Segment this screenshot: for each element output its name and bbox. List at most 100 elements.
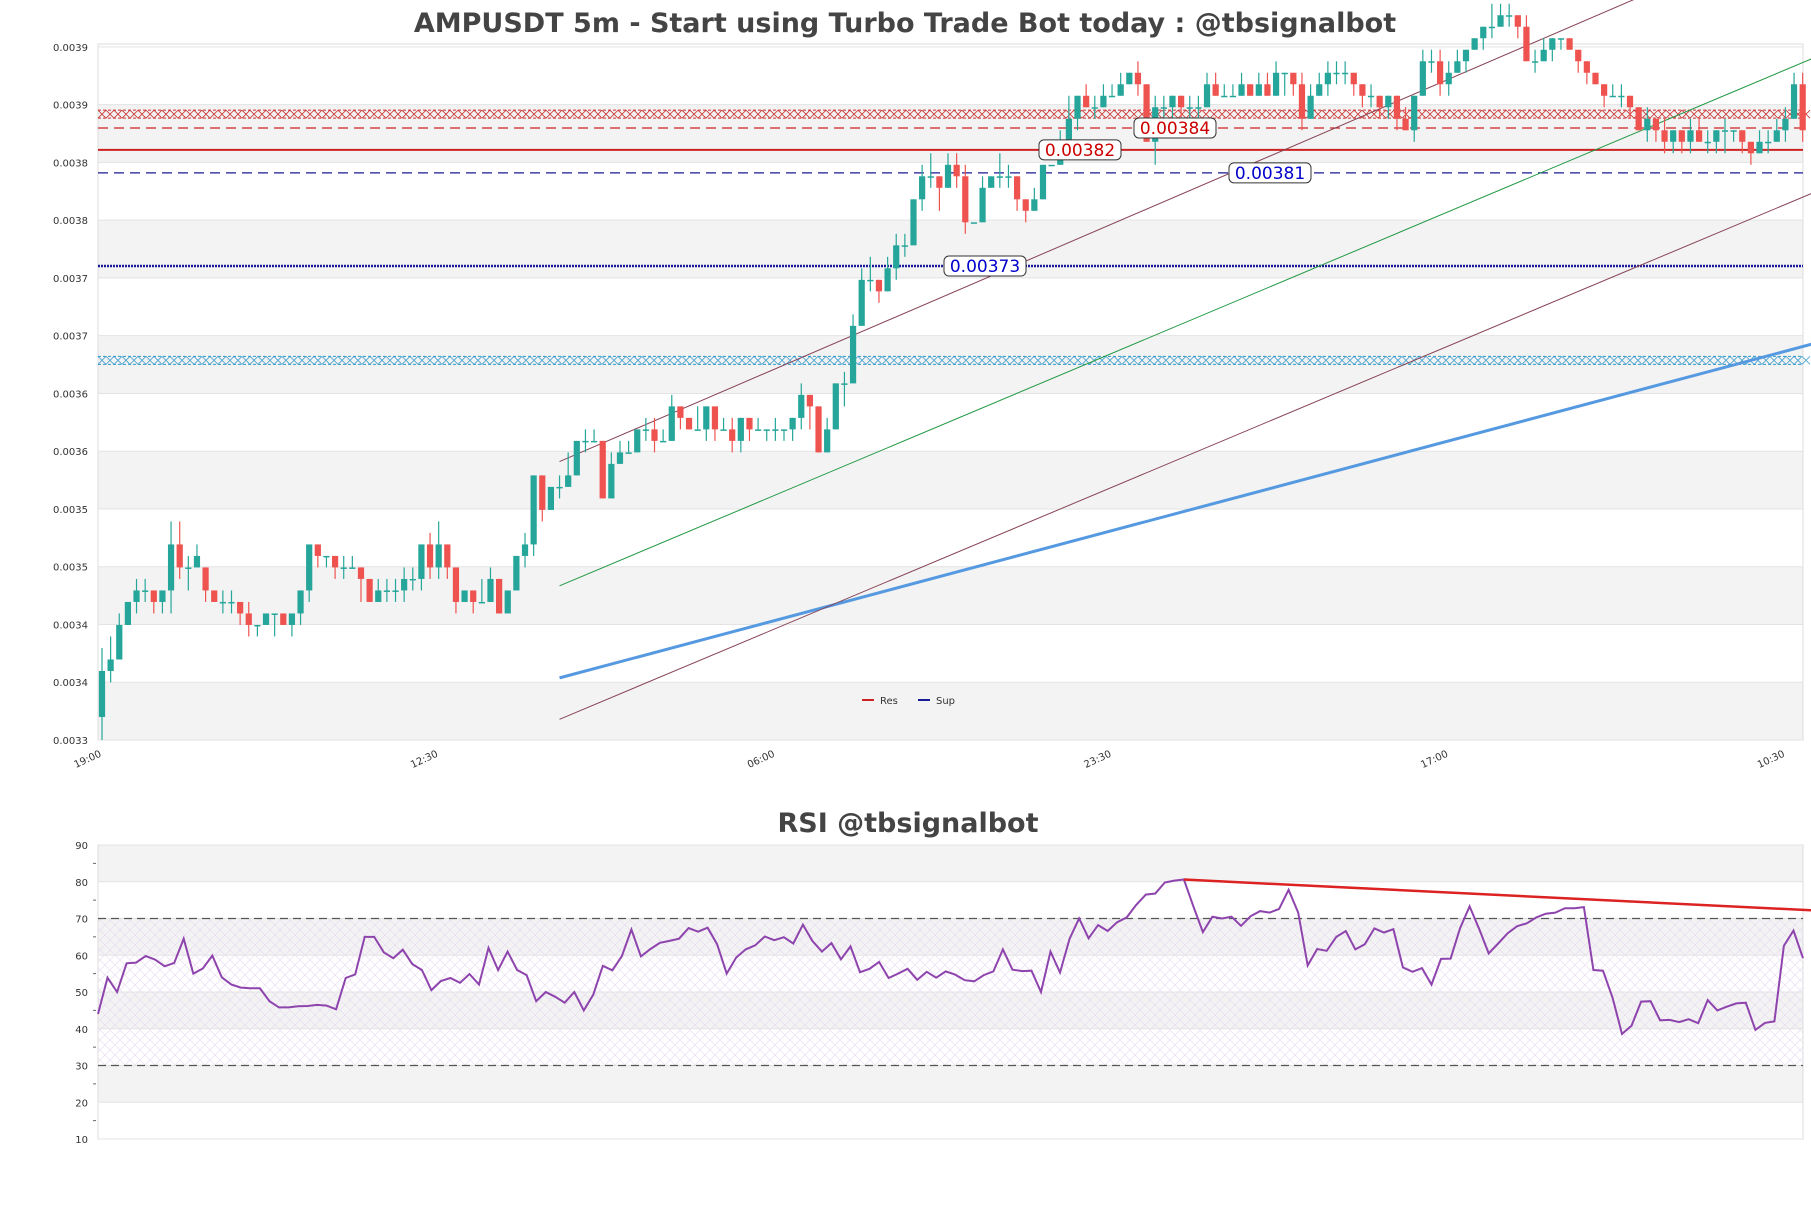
zone-hatch <box>1721 109 1731 119</box>
candle-body <box>668 406 675 441</box>
candle-body <box>685 417 693 430</box>
candle-body <box>1238 84 1245 96</box>
candle-body <box>219 601 226 604</box>
price-y-tick-label: 0.0036 <box>53 447 88 458</box>
candle-body <box>426 544 434 568</box>
zone-hatch <box>369 356 379 365</box>
candle-body <box>824 429 831 453</box>
zone-hatch <box>1129 109 1139 119</box>
zone-hatch <box>609 109 619 119</box>
rsi-y-tick-label: 10 <box>75 1135 88 1146</box>
zone-hatch <box>361 356 371 365</box>
zone-hatch <box>537 356 547 365</box>
zone-hatch <box>217 109 227 119</box>
zone-hatch <box>449 356 459 365</box>
zone-hatch <box>561 109 571 119</box>
price-x-tick-label: 10:30 <box>1756 749 1787 771</box>
candle-body <box>694 429 701 431</box>
candle-body <box>1402 118 1409 131</box>
zone-hatch <box>673 356 683 365</box>
zone-hatch <box>1521 109 1531 119</box>
zone-hatch <box>473 356 483 365</box>
zone-hatch <box>521 109 531 119</box>
level-label-box <box>943 255 1027 277</box>
candle-body <box>599 440 606 499</box>
candle-body <box>608 463 615 499</box>
zone-hatch <box>1225 356 1235 365</box>
zone-hatch <box>1537 109 1547 119</box>
candle-body <box>1626 95 1634 108</box>
candle-body <box>1298 84 1306 119</box>
zone-hatch <box>1393 356 1403 365</box>
candle-body <box>625 452 632 454</box>
zone-hatch <box>1521 356 1531 365</box>
zone-hatch <box>1433 109 1443 119</box>
zone-hatch <box>217 356 227 365</box>
candle-body <box>1221 95 1228 98</box>
zone-hatch <box>529 109 539 119</box>
zone-hatch <box>329 356 339 365</box>
zone-hatch <box>777 109 787 119</box>
candle-body <box>1687 130 1694 142</box>
zone-hatch <box>209 356 219 365</box>
candle-body <box>349 567 356 569</box>
zone-hatch <box>433 356 443 365</box>
candle-body <box>1765 141 1772 144</box>
zone-hatch <box>1681 356 1691 365</box>
candle-body <box>910 199 917 246</box>
candle-body <box>159 590 166 602</box>
zone-hatch <box>913 356 923 365</box>
zone-hatch <box>1025 356 1035 365</box>
candle-body <box>1393 95 1401 119</box>
price-y-tick-label: 0.0035 <box>53 563 88 574</box>
zone-hatch <box>513 356 523 365</box>
zone-hatch <box>1505 356 1515 365</box>
candle-body <box>780 429 788 431</box>
zone-hatch <box>1041 356 1051 365</box>
zone-hatch <box>249 109 259 119</box>
zone-hatch <box>113 109 123 119</box>
zone-hatch <box>921 109 931 119</box>
candle-body <box>202 567 209 591</box>
candle-body <box>832 383 839 430</box>
zone-hatch <box>497 356 507 365</box>
candle-body <box>1523 26 1530 62</box>
zone-hatch <box>1465 109 1475 119</box>
candle-body <box>539 475 546 510</box>
candle-body <box>1480 26 1487 39</box>
zone-hatch <box>745 356 755 365</box>
zone-hatch <box>1529 356 1539 365</box>
zone-hatch <box>769 109 779 119</box>
zone-hatch <box>1665 356 1675 365</box>
zone-hatch <box>409 356 419 365</box>
candle-body <box>651 429 658 441</box>
candle-body <box>919 176 926 200</box>
zone-hatch <box>1337 356 1347 365</box>
candle-body <box>556 486 563 489</box>
zone-hatch <box>1281 109 1291 119</box>
zone-hatch <box>1313 356 1323 365</box>
zone-hatch <box>617 109 627 119</box>
zone-hatch <box>801 109 811 119</box>
zone-hatch <box>377 109 387 119</box>
zone-hatch <box>553 109 563 119</box>
zone-hatch <box>177 356 187 365</box>
zone-hatch <box>697 109 707 119</box>
candle-body <box>1506 15 1513 17</box>
zone-hatch <box>225 109 235 119</box>
trend-line <box>559 0 1635 463</box>
zone-hatch <box>721 356 731 365</box>
zone-hatch <box>1433 356 1443 365</box>
zone-hatch <box>649 109 659 119</box>
zone-hatch <box>961 356 971 365</box>
zone-hatch <box>249 356 259 365</box>
zone-hatch <box>897 109 907 119</box>
candle-body <box>1428 61 1435 63</box>
candle-body <box>996 176 1003 178</box>
zone-hatch <box>945 109 955 119</box>
candle-body <box>1229 95 1237 98</box>
candle-body <box>1514 15 1521 27</box>
zone-hatch <box>137 356 147 365</box>
zone-hatch <box>689 109 699 119</box>
price-y-tick-label: 0.0038 <box>53 158 88 169</box>
